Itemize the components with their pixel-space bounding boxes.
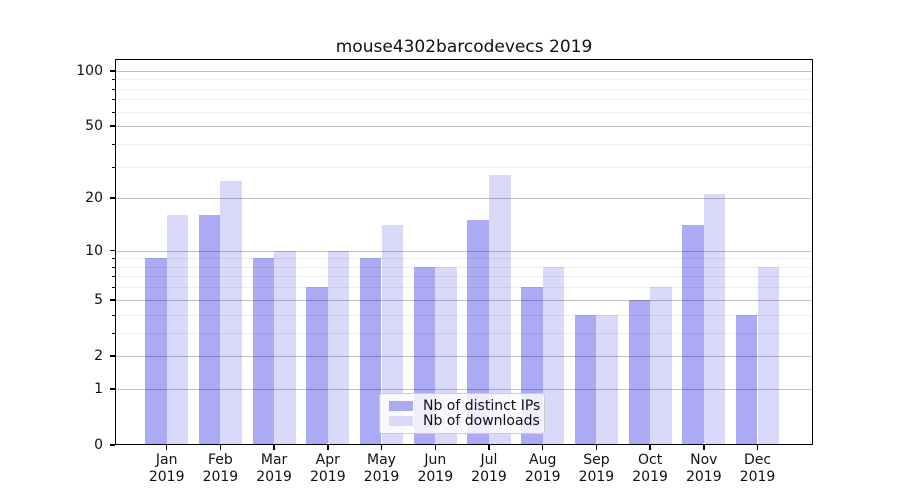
y-tick-label-5: 5 <box>94 291 103 308</box>
x-tick-month-jun: Jun <box>424 452 447 468</box>
legend-swatch-ips <box>389 400 413 411</box>
plot-area: Nb of distinct IPs Nb of downloads <box>115 59 813 445</box>
x-tick-month-mar: Mar <box>260 452 288 468</box>
x-tick-label-nov: Nov 2019 <box>672 452 736 485</box>
x-tick-label-may: May 2019 <box>350 452 414 485</box>
x-tick-apr <box>327 445 329 450</box>
bar-oct-ips <box>628 299 651 445</box>
legend-label-ips: Nb of distinct IPs <box>423 397 541 414</box>
x-tick-label-sep: Sep 2019 <box>564 452 628 485</box>
x-tick-oct <box>649 445 651 450</box>
bar-mar-ips <box>252 258 275 445</box>
bar-jan-ips <box>145 258 167 445</box>
bar-apr-ips <box>306 287 328 445</box>
x-tick-month-jan: Jan <box>155 452 178 468</box>
bar-may-downloads <box>381 225 404 445</box>
x-tick-label-feb: Feb 2019 <box>188 452 252 485</box>
x-tick-year-mar: 2019 <box>256 468 292 485</box>
y-tick-label-50: 50 <box>85 118 103 135</box>
x-tick-label-jun: Jun 2019 <box>403 452 467 485</box>
bar-may-ips <box>359 258 382 445</box>
y-tick-label-100: 100 <box>76 62 103 79</box>
bar-dec-downloads <box>757 266 780 445</box>
y-tick-label-1: 1 <box>94 380 103 397</box>
x-tick-year-feb: 2019 <box>202 468 239 485</box>
x-tick-year-dec: 2019 <box>739 468 776 485</box>
bar-nov-downloads <box>703 194 726 445</box>
x-tick-label-jan: Jan 2019 <box>135 452 199 485</box>
bar-jan-downloads <box>166 215 189 445</box>
bar-sep-downloads <box>596 314 618 445</box>
x-tick-label-oct: Oct 2019 <box>618 452 682 485</box>
x-tick-label-jul: Jul 2019 <box>457 452 521 485</box>
x-tick-mar <box>273 445 275 450</box>
x-tick-month-aug: Aug <box>529 452 557 468</box>
x-tick-aug <box>541 445 544 450</box>
x-tick-year-aug: 2019 <box>524 468 561 485</box>
x-tick-month-may: May <box>367 452 396 468</box>
x-tick-month-jul: Jul <box>480 452 498 468</box>
x-tick-month-dec: Dec <box>743 452 772 468</box>
bar-dec-ips <box>735 314 758 445</box>
bar-jul-ips <box>467 220 489 445</box>
bar-mar-downloads <box>274 250 296 445</box>
bar-aug-downloads <box>542 266 565 445</box>
bar-sep-ips <box>574 314 597 445</box>
x-tick-label-dec: Dec 2019 <box>726 452 790 485</box>
x-tick-month-nov: Nov <box>690 452 718 468</box>
y-tick-label-10: 10 <box>85 242 103 259</box>
x-tick-year-oct: 2019 <box>632 468 668 485</box>
bar-feb-ips <box>198 215 221 445</box>
x-tick-jul <box>488 445 490 450</box>
bar-jul-downloads <box>489 174 511 445</box>
x-tick-sep <box>595 445 598 450</box>
legend-swatch-downloads <box>389 416 413 427</box>
x-tick-jan <box>165 445 168 450</box>
chart-title: mouse4302barcodevecs 2019 <box>335 37 593 57</box>
x-tick-nov <box>703 445 705 450</box>
legend-row-ips: Nb of distinct IPs <box>389 398 540 414</box>
x-tick-year-may: 2019 <box>363 468 400 485</box>
bars-layer <box>115 59 813 445</box>
x-tick-year-sep: 2019 <box>578 468 615 485</box>
x-tick-year-jul: 2019 <box>471 468 507 485</box>
bar-nov-ips <box>682 225 704 445</box>
x-tick-year-jun: 2019 <box>417 468 454 485</box>
x-tick-may <box>380 445 383 450</box>
legend: Nb of distinct IPs Nb of downloads <box>379 393 545 434</box>
x-tick-feb <box>219 445 222 450</box>
legend-label-downloads: Nb of downloads <box>423 413 540 430</box>
x-tick-month-apr: Apr <box>315 452 340 468</box>
x-tick-year-jan: 2019 <box>148 468 185 485</box>
bar-apr-downloads <box>327 250 350 445</box>
legend-row-downloads: Nb of downloads <box>389 413 540 429</box>
x-tick-label-aug: Aug 2019 <box>511 452 575 485</box>
x-tick-label-apr: Apr 2019 <box>296 452 360 485</box>
y-tick-label-0: 0 <box>94 437 103 453</box>
x-tick-month-feb: Feb <box>207 452 233 468</box>
x-tick-dec <box>756 445 759 450</box>
x-tick-month-sep: Sep <box>583 452 610 468</box>
y-tick-label-20: 20 <box>85 190 103 207</box>
x-tick-month-oct: Oct <box>637 452 663 468</box>
x-tick-label-mar: Mar 2019 <box>242 452 306 485</box>
bar-oct-downloads <box>650 287 672 445</box>
bar-feb-downloads <box>220 180 242 445</box>
x-tick-year-apr: 2019 <box>309 468 346 485</box>
x-tick-jun <box>434 445 436 450</box>
y-tick-label-2: 2 <box>94 347 103 364</box>
x-tick-year-nov: 2019 <box>685 468 722 485</box>
